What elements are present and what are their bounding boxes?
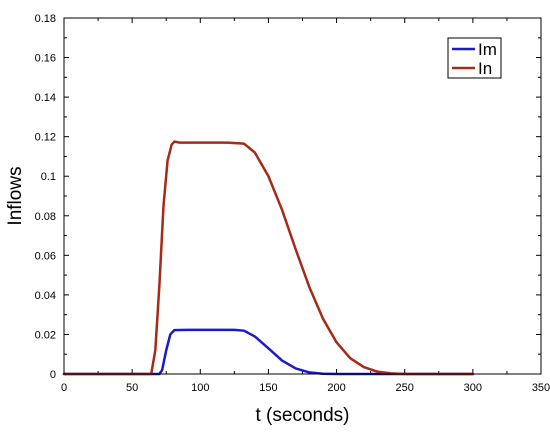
x-tick-label: 50 — [126, 382, 138, 394]
legend-label-in: In — [478, 59, 492, 78]
x-tick-label: 100 — [191, 382, 209, 394]
y-tick-label: 0.12 — [35, 132, 56, 144]
x-tick-label: 250 — [396, 382, 414, 394]
y-tick-label: 0.08 — [35, 211, 56, 223]
x-tick-label: 150 — [259, 382, 277, 394]
x-tick-label: 300 — [464, 382, 482, 394]
y-tick-label: 0.18 — [35, 13, 56, 25]
y-axis-ticks: 0 0.02 0.04 0.06 0.08 0.1 0.12 0.14 0.16 0.18 — [35, 13, 541, 381]
y-tick-label: 0.04 — [35, 290, 56, 302]
series-line-im — [62, 328, 475, 376]
series-line-in — [62, 140, 475, 376]
y-tick-label: 0.02 — [35, 329, 56, 341]
legend-box — [447, 37, 502, 79]
y-tick-label: 0.14 — [35, 92, 56, 104]
series-lines — [62, 140, 475, 376]
x-tick-label: 200 — [327, 382, 345, 394]
y-tick-label: 0.16 — [35, 53, 56, 65]
x-axis-label: t (seconds) — [256, 405, 350, 426]
plot-frame — [63, 17, 542, 375]
x-tick-label: 0 — [61, 382, 67, 394]
y-axis-label: Inflows — [5, 166, 26, 225]
legend-label-im: Im — [478, 40, 497, 59]
legend: Im In — [447, 37, 502, 79]
y-tick-label: 0.1 — [41, 171, 56, 183]
y-tick-label: 0.06 — [35, 250, 56, 262]
y-tick-label: 0 — [50, 369, 56, 381]
x-tick-label: 350 — [532, 382, 550, 394]
